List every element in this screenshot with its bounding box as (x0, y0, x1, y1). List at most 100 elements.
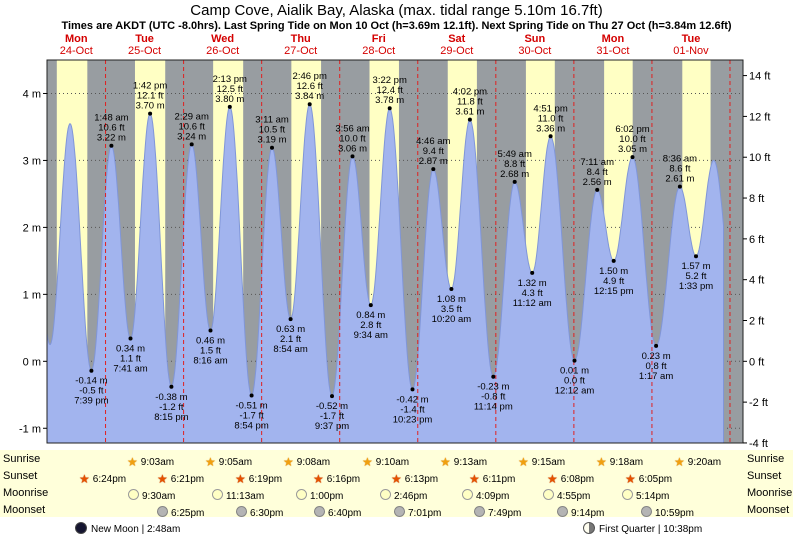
sunset-time: 6:21pm (170, 474, 205, 485)
y-axis-label-left: 4 m (23, 88, 41, 100)
tide-extreme-text: 3:22 pm (373, 75, 407, 86)
tide-extreme-text: 0.8 ft (646, 361, 667, 372)
moonrise-icon (622, 489, 633, 500)
tide-extreme-dot (307, 102, 312, 107)
sunrise-time: 9:03am (140, 457, 175, 468)
sunset-event: ★ 6:11pm (469, 469, 515, 487)
tide-extreme-dot (189, 142, 194, 147)
tide-extreme-text: 3.19 m (257, 135, 286, 146)
moon-phase-label: First Quarter | 10:38pm (599, 524, 703, 535)
moonrise-time: 9:30am (142, 491, 176, 502)
tide-extreme-text: 3.80 m (215, 94, 244, 105)
tide-extreme-text: 12.4 ft (376, 85, 403, 96)
day-name-label: Sun (524, 33, 545, 45)
moonset-time: 6:30pm (250, 508, 284, 519)
moonrise-time: 2:46pm (394, 491, 428, 502)
tide-extreme-dot (350, 154, 355, 159)
tide-extreme-dot (694, 254, 698, 259)
moonrise-row: Moonrise Moonrise 9:30am 11:13am 1:00pm 2:4… (0, 486, 793, 503)
sunset-time: 6:05pm (638, 474, 673, 485)
moon-phase-label: New Moon | 2:48am (91, 524, 181, 535)
page-subtitle: Times are AKDT (UTC -8.0hrs). Last Sprin… (61, 20, 732, 32)
tide-extreme-text: -0.5 ft (79, 386, 104, 397)
tide-extreme-text: 6:02 pm (615, 124, 649, 135)
moonrise-time: 1:00pm (310, 491, 344, 502)
tide-extreme-text: 8:54 am (273, 344, 307, 355)
tide-extreme-annotation: 5:49 am8.8 ft2.68 m (498, 149, 532, 184)
moonrise-icon (380, 489, 391, 500)
first-quarter-icon (583, 522, 595, 534)
tide-extreme-text: -1.7 ft (239, 411, 264, 422)
tide-extreme-dot (491, 374, 496, 379)
tide-extreme-text: 3.06 m (338, 143, 367, 154)
tide-extreme-dot (630, 155, 635, 160)
moonset-row: Moonset Moonset 6:25pm 6:30pm 6:40pm 7:01pm… (0, 503, 793, 520)
tide-extreme-text: 5:49 am (498, 149, 532, 160)
tide-extreme-text: -0.23 m (477, 382, 509, 393)
sunrise-icon: ★ (283, 455, 294, 469)
sunrise-event: ★ 9:05am (205, 452, 252, 470)
moonrise-time: 4:09pm (476, 491, 510, 502)
tide-extreme-text: 0.46 m (196, 336, 225, 347)
tide-extreme-text: 12.5 ft (217, 84, 244, 95)
tide-extreme-text: 2:13 pm (213, 74, 247, 85)
tide-extreme-annotation: 0.34 m1.1 ft7:41 am (113, 336, 148, 375)
moonset-event: 9:14pm (557, 503, 604, 521)
tide-extreme-text: 8.4 ft (587, 167, 608, 178)
tide-chart: 4 m 3 m 2 m 1 m 0 m -1 m 14 ft 12 ft 10 ft 8 ft 6 … (19, 33, 770, 450)
tide-extreme-text: -0.42 m (396, 394, 428, 405)
moonset-event: 6:30pm (236, 503, 283, 521)
tide-extreme-text: -0.38 m (155, 392, 187, 403)
sunset-event: ★ 6:08pm (547, 469, 594, 487)
tide-extreme-text: 3.70 m (136, 101, 165, 112)
tide-extreme-text: 9.4 ft (423, 146, 444, 157)
moonrise-row-label-right: Moonrise (747, 487, 793, 499)
day-name-label: Sat (448, 33, 465, 45)
tide-extreme-text: 10.0 ft (619, 134, 646, 145)
tide-extreme-dot (128, 336, 133, 341)
y-axis-label-right: -2 ft (749, 397, 768, 409)
tide-extreme-annotation: -0.51 m-1.7 ft8:54 pm (234, 393, 269, 432)
day-date-label: 31-Oct (596, 45, 629, 57)
day-name-label: Fri (372, 33, 386, 45)
sunrise-time: 9:05am (218, 457, 253, 468)
day-name-label: Tue (682, 33, 701, 45)
sunset-event: ★ 6:13pm (391, 469, 438, 487)
tide-extreme-dot (270, 145, 274, 150)
moonset-time: 7:49pm (488, 508, 522, 519)
day-date-label: 24-Oct (60, 45, 93, 57)
moonset-event: 6:40pm (314, 503, 361, 521)
day-name-label: Wed (211, 33, 234, 45)
moonset-time: 10:59pm (655, 508, 694, 519)
day-date-label: 29-Oct (440, 45, 473, 57)
sunrise-row: Sunrise Sunrise ★ 9:03am ★ 9:05am ★ 9:08am ★ 9:… (0, 452, 793, 469)
moonset-time: 6:40pm (328, 508, 362, 519)
y-axis-label-left: 1 m (23, 289, 41, 301)
tide-extreme-text: 0.34 m (116, 344, 145, 355)
tide-extreme-dot (572, 358, 577, 363)
moon-phase-row: New Moon | 2:48am First Quarter | 10:38p… (0, 520, 793, 538)
day-name-label: Mon (65, 33, 88, 45)
sunset-icon: ★ (313, 472, 324, 486)
tide-extreme-text: 1.08 m (437, 294, 466, 305)
tide-extreme-dot (677, 184, 682, 189)
y-axis-label-left: -1 m (19, 423, 41, 435)
tide-extreme-text: 0.23 m (642, 351, 671, 362)
moonset-event: 7:01pm (394, 503, 441, 521)
sunset-row-label-right: Sunset (747, 470, 782, 482)
sunset-row-label-left: Sunset (3, 470, 38, 482)
tide-extreme-text: 2.61 m (665, 174, 694, 185)
tide-extreme-dot (208, 328, 213, 333)
tide-extreme-text: 0.63 m (276, 324, 305, 335)
tide-extreme-text: 3:11 am (255, 115, 289, 126)
sunset-time: 6:24pm (92, 474, 127, 485)
moonset-icon (641, 506, 652, 517)
tide-extreme-text: 11.8 ft (457, 97, 483, 108)
